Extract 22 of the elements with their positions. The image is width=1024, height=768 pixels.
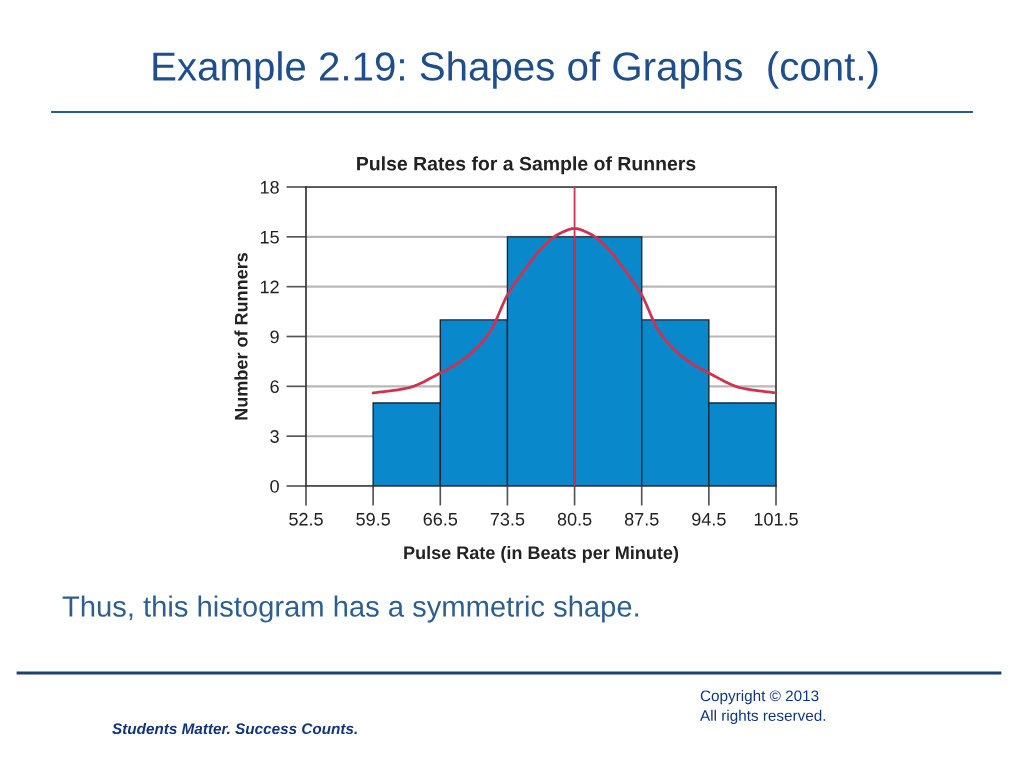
- y-tick-label: 9: [270, 330, 279, 344]
- x-tick-label: 73.5: [490, 512, 525, 526]
- x-axis-title: Pulse Rate (in Beats per Minute): [404, 545, 679, 563]
- x-tick-label: 94.5: [692, 512, 726, 526]
- y-tick-label: 15: [260, 230, 279, 244]
- y-tick-label: 6: [270, 380, 279, 394]
- x-tick-label: 80.5: [557, 512, 592, 526]
- text: Students Matter. Success Counts.: [112, 722, 357, 735]
- x-tick-label: 101.5: [754, 512, 798, 526]
- x-tick-label: 87.5: [624, 512, 659, 526]
- y-tick-label: 18: [260, 180, 279, 194]
- y-axis-title: Number of Runners: [234, 252, 248, 420]
- text: Copyright © 2013 All rights reserved.: [700, 690, 826, 725]
- text: Thus, this histogram has a symmetric shape.: [62, 595, 639, 623]
- chart-title: Example 2.19: Shapes of Graphs (cont.): [153, 51, 878, 89]
- y-tick-label: 0: [270, 479, 279, 493]
- chart-subtitle: Pulse Rates for a Sample of Runners: [357, 156, 696, 175]
- x-tick-label: 59.5: [356, 512, 390, 526]
- y-tick-label: 12: [260, 280, 279, 294]
- y-tick-label: 3: [270, 430, 279, 443]
- x-tick-label: 52.5: [289, 512, 323, 526]
- x-tick-label: 66.5: [423, 512, 458, 526]
